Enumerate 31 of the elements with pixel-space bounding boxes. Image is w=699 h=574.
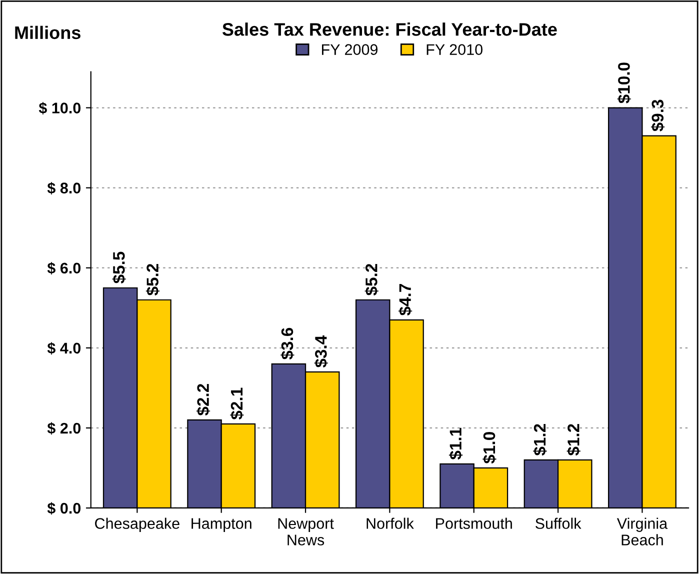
x-tick-label: Hampton: [192, 518, 252, 532]
chart-title: Sales Tax Revenue: Fiscal Year-to-Date: [222, 22, 557, 36]
data-label: $2.2: [196, 384, 210, 416]
x-tick-label: Suffolk: [536, 518, 582, 529]
data-label: $5.5: [112, 252, 126, 284]
data-label: $10.0: [617, 62, 631, 104]
data-label: $3.6: [280, 328, 294, 360]
x-tick-label: Portsmouth: [436, 518, 512, 529]
x-tick-label: Virginia Beach: [616, 518, 668, 546]
data-label: $1.2: [566, 424, 580, 456]
x-tick-label: Chesapeake: [95, 518, 180, 532]
data-label: $5.2: [364, 264, 378, 296]
data-label: $1.2: [533, 424, 547, 456]
y-axis-title: Millions: [15, 26, 80, 40]
legend-label: FY 2009: [322, 44, 378, 55]
data-label: $9.3: [650, 100, 665, 132]
data-label: $1.1: [448, 428, 463, 460]
y-tick-label: $ 6.0: [47, 262, 81, 275]
data-label: $3.4: [314, 335, 328, 368]
y-tick-label: $ 10.0: [38, 102, 81, 114]
y-tick-label: $ 0.0: [47, 502, 81, 515]
data-label: $4.7: [398, 284, 412, 316]
x-tick-label: Newport News: [278, 518, 334, 546]
data-label: $1.0: [482, 432, 496, 464]
data-label: $5.2: [146, 264, 160, 296]
y-tick-label: $ 8.0: [47, 182, 81, 194]
y-tick-label: $ 2.0: [47, 422, 81, 435]
data-label: $2.1: [230, 388, 244, 420]
y-tick-label: $ 4.0: [47, 342, 81, 355]
x-tick-label: Norfolk: [366, 518, 414, 529]
legend-label: FY 2010: [426, 44, 482, 55]
